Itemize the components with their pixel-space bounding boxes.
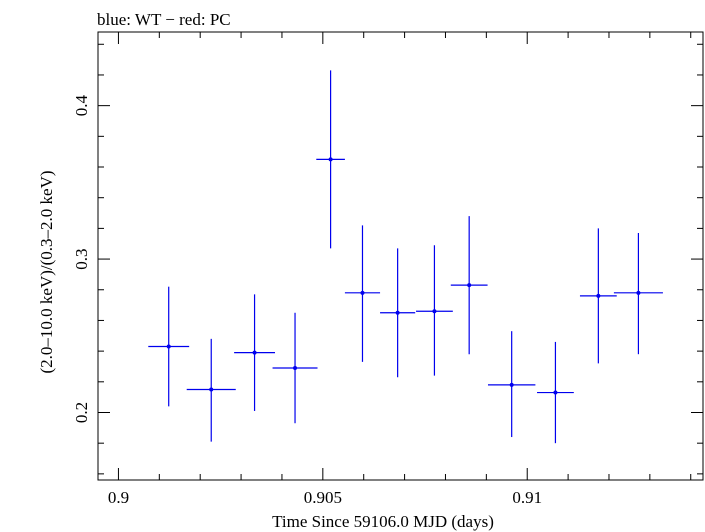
data-point (579, 228, 617, 364)
point-marker (209, 387, 214, 392)
data-point (316, 70, 345, 249)
y-tick-label: 0.2 (72, 402, 91, 423)
point-marker (553, 390, 558, 395)
chart-title: blue: WT − red: PC (97, 10, 231, 29)
data-point (613, 232, 663, 355)
data-point (537, 341, 574, 444)
point-marker (432, 309, 437, 314)
data-point (234, 294, 276, 411)
point-marker (509, 382, 514, 387)
point-marker (166, 344, 171, 349)
point-marker (395, 310, 400, 315)
x-tick-label: 0.905 (304, 488, 342, 507)
x-axis-label: Time Since 59106.0 MJD (days) (272, 512, 494, 531)
y-axis: 0.2 0.3 0.4 (72, 43, 703, 475)
point-marker (252, 350, 257, 355)
x-axis: 0.9 0.905 0.91 (108, 32, 692, 507)
data-point (487, 331, 536, 438)
data-series (148, 70, 663, 444)
x-tick-label: 0.91 (512, 488, 542, 507)
data-point (148, 286, 190, 407)
point-marker (467, 283, 472, 288)
data-point (186, 338, 236, 442)
plot-frame (97, 31, 704, 481)
y-axis-label: (2.0–10.0 keV)/(0.3–2.0 keV) (37, 170, 56, 373)
point-marker (293, 366, 298, 370)
point-marker (360, 290, 365, 295)
data-point (344, 225, 381, 362)
data-point (380, 248, 416, 378)
data-point (272, 312, 318, 424)
y-tick-label: 0.3 (72, 248, 91, 269)
y-tick-label: 0.4 (72, 95, 91, 117)
data-point (416, 245, 453, 376)
point-marker (636, 290, 641, 295)
data-point (450, 216, 488, 355)
x-tick-label: 0.9 (108, 488, 129, 507)
point-marker (328, 157, 333, 162)
point-marker (596, 293, 601, 298)
